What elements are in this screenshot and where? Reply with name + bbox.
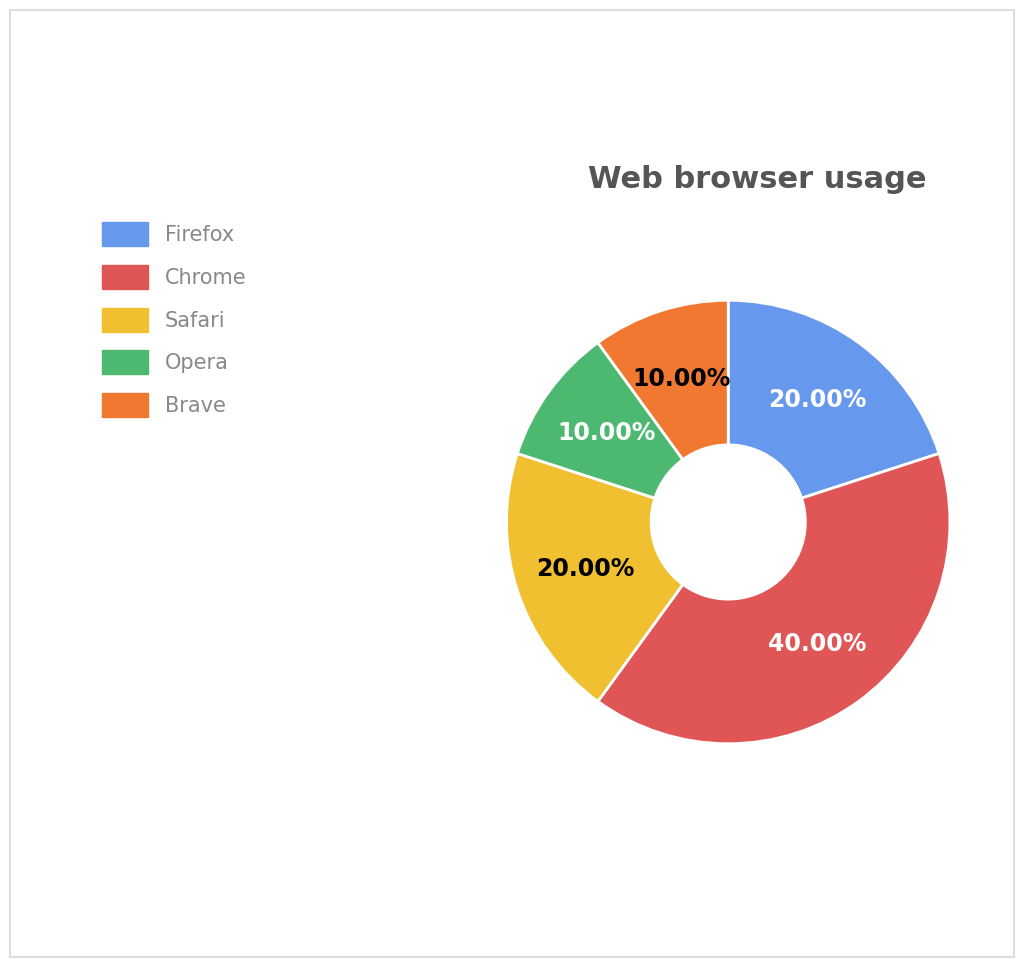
Wedge shape	[598, 454, 950, 744]
Wedge shape	[728, 301, 939, 498]
Wedge shape	[507, 454, 683, 701]
Legend: Firefox, Chrome, Safari, Opera, Brave: Firefox, Chrome, Safari, Opera, Brave	[102, 222, 247, 418]
Text: 10.00%: 10.00%	[557, 422, 655, 446]
Wedge shape	[598, 301, 728, 459]
Text: 10.00%: 10.00%	[633, 366, 731, 391]
Title: Web browser usage: Web browser usage	[588, 165, 927, 194]
Text: 20.00%: 20.00%	[536, 557, 634, 580]
Wedge shape	[517, 342, 683, 498]
Text: 40.00%: 40.00%	[768, 632, 866, 656]
Text: 20.00%: 20.00%	[768, 388, 866, 412]
